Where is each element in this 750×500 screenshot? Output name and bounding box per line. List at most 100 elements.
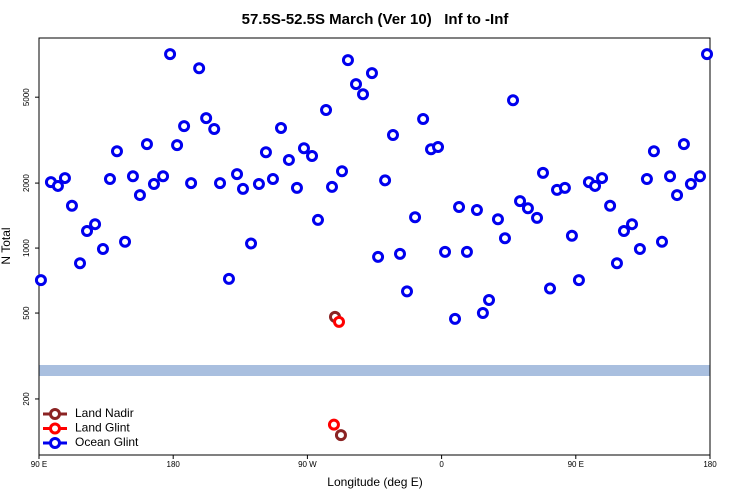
data-point: [327, 418, 340, 431]
legend-label: Ocean Glint: [75, 435, 139, 449]
data-point: [432, 140, 445, 153]
data-point: [379, 174, 392, 187]
data-point: [694, 170, 707, 183]
data-point: [409, 211, 422, 224]
legend-marker: [49, 408, 61, 420]
data-point: [178, 120, 191, 133]
data-point: [252, 178, 265, 191]
data-point: [701, 48, 714, 61]
data-point: [483, 293, 496, 306]
data-point: [65, 199, 78, 212]
data-point: [140, 138, 153, 151]
y-axis-label: N Total: [0, 227, 13, 264]
data-point: [401, 285, 414, 298]
data-point: [164, 48, 177, 61]
data-point: [34, 274, 47, 287]
data-point: [671, 189, 684, 202]
data-point: [119, 235, 132, 248]
data-point: [58, 172, 71, 185]
data-point: [157, 170, 170, 183]
y-tick-label: 2000: [22, 174, 31, 192]
x-tick-label: 90 W: [298, 460, 317, 469]
data-point: [222, 272, 235, 285]
data-point: [208, 123, 221, 136]
data-point: [74, 257, 87, 270]
data-point: [103, 172, 116, 185]
data-point: [357, 88, 370, 101]
data-point: [133, 189, 146, 202]
data-point: [604, 199, 617, 212]
data-point: [393, 247, 406, 260]
data-point: [96, 243, 109, 256]
data-point: [684, 178, 697, 191]
data-point: [470, 204, 483, 217]
data-point: [617, 224, 630, 237]
data-point: [231, 168, 244, 181]
y-tick-label: 200: [22, 392, 31, 406]
x-axis-label: Longitude (deg E): [327, 475, 422, 489]
data-point: [326, 180, 339, 193]
y-tick-label: 5000: [22, 88, 31, 106]
data-point: [589, 179, 602, 192]
data-point: [572, 274, 585, 287]
data-point: [290, 181, 303, 194]
data-point: [214, 177, 227, 190]
data-point: [514, 195, 527, 208]
legend-marker: [49, 422, 61, 435]
data-point: [453, 200, 466, 213]
chart-title: 57.5S-52.5S March (Ver 10) Inf to -Inf: [242, 11, 510, 28]
x-tick-label: 0: [439, 460, 444, 469]
data-point: [558, 181, 571, 194]
data-point: [372, 250, 385, 263]
data-point: [81, 224, 94, 237]
data-point: [491, 213, 504, 226]
data-point: [245, 237, 258, 250]
data-point: [282, 153, 295, 166]
data-point: [449, 312, 462, 325]
data-point: [51, 179, 64, 192]
data-point: [677, 138, 690, 151]
data-point: [565, 229, 578, 242]
data-point: [498, 232, 511, 245]
legend-label: Land Nadir: [75, 406, 134, 420]
data-point: [640, 172, 653, 185]
data-point: [386, 129, 399, 142]
data-point: [610, 257, 623, 270]
data-point: [266, 172, 279, 185]
data-point: [147, 178, 160, 191]
legend-marker: [49, 437, 61, 449]
band: [39, 365, 710, 376]
data-point: [536, 166, 549, 179]
data-point: [417, 113, 430, 126]
data-point: [333, 315, 346, 328]
data-point: [626, 218, 639, 231]
data-point: [531, 211, 544, 224]
data-point: [633, 243, 646, 256]
data-point: [655, 235, 668, 248]
data-point: [200, 112, 213, 125]
data-point: [341, 54, 354, 67]
data-point: [544, 282, 557, 295]
data-point: [297, 142, 310, 155]
y-tick-label: 500: [22, 306, 31, 320]
data-point: [335, 165, 348, 178]
data-point: [110, 145, 123, 158]
data-point: [126, 170, 139, 183]
data-point: [171, 139, 184, 152]
x-tick-label: 90 E: [31, 460, 47, 469]
data-point: [350, 78, 363, 91]
data-point: [306, 149, 319, 162]
x-tick-label: 180: [167, 460, 181, 469]
data-point: [521, 202, 534, 215]
data-point: [236, 182, 249, 195]
data-point: [311, 213, 324, 226]
data-point: [275, 121, 288, 134]
data-point: [664, 170, 677, 183]
data-point: [596, 172, 609, 185]
data-point: [334, 429, 347, 442]
data-point: [460, 245, 473, 258]
data-point: [185, 177, 198, 190]
data-point: [439, 245, 452, 258]
data-point: [476, 307, 489, 320]
